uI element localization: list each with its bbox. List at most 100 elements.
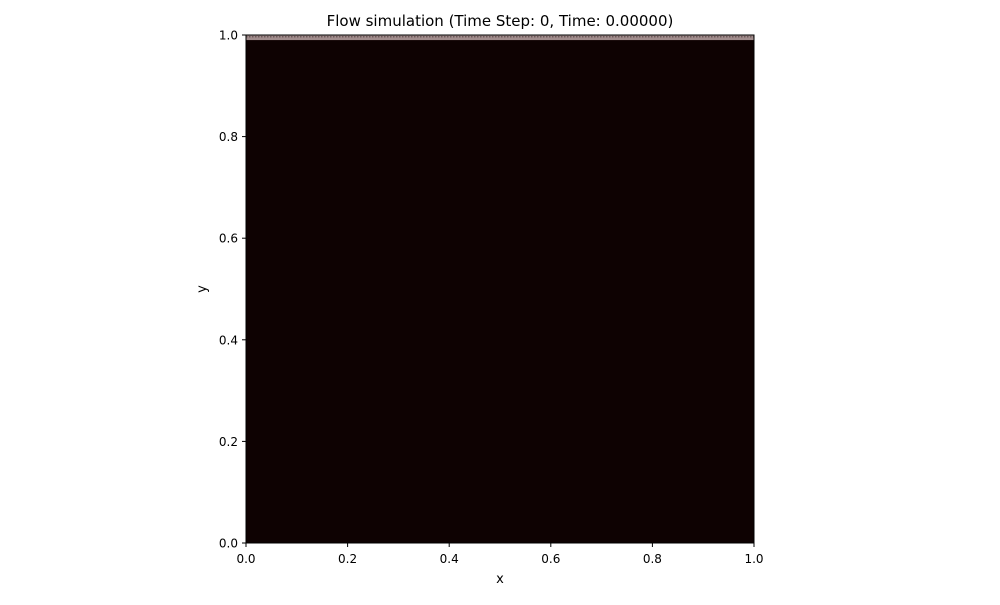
- band-cell: [714, 36, 716, 38]
- band-cell: [696, 36, 698, 38]
- band-cell: [690, 36, 692, 38]
- band-cell: [462, 36, 464, 38]
- x-tick-label: 0.6: [541, 552, 560, 566]
- band-cell: [750, 36, 752, 38]
- chart-title: Flow simulation (Time Step: 0, Time: 0.0…: [327, 12, 674, 30]
- band-cell: [459, 36, 461, 38]
- band-cell: [600, 36, 602, 38]
- band-cell: [246, 36, 248, 38]
- band-cell: [615, 36, 617, 38]
- band-cell: [357, 36, 359, 38]
- band-cell: [507, 36, 509, 38]
- band-cell: [300, 36, 302, 38]
- band-cell: [255, 36, 257, 38]
- band-cell: [513, 36, 515, 38]
- band-cell: [324, 36, 326, 38]
- band-cell: [552, 36, 554, 38]
- band-cell: [744, 36, 746, 38]
- y-tick-label: 1.0: [219, 29, 238, 43]
- band-cell: [591, 36, 593, 38]
- band-cell: [279, 36, 281, 38]
- band-cell: [423, 36, 425, 38]
- band-cell: [321, 36, 323, 38]
- band-cell: [672, 36, 674, 38]
- band-cell: [375, 36, 377, 38]
- band-cell: [648, 36, 650, 38]
- band-cell: [651, 36, 653, 38]
- band-cell: [294, 36, 296, 38]
- band-cell: [384, 36, 386, 38]
- band-cell: [537, 36, 539, 38]
- band-cell: [258, 36, 260, 38]
- band-cell: [594, 36, 596, 38]
- band-cell: [711, 36, 713, 38]
- band-cell: [339, 36, 341, 38]
- band-cell: [471, 36, 473, 38]
- band-cell: [543, 36, 545, 38]
- band-cell: [525, 36, 527, 38]
- band-cell: [444, 36, 446, 38]
- band-cell: [453, 36, 455, 38]
- band-cell: [303, 36, 305, 38]
- band-cell: [573, 36, 575, 38]
- band-cell: [351, 36, 353, 38]
- band-cell: [264, 36, 266, 38]
- band-cell: [678, 36, 680, 38]
- x-axis-ticks: 0.0 0.2 0.4 0.6 0.8 1.0: [236, 543, 764, 566]
- x-tick-label: 0.4: [440, 552, 459, 566]
- band-cell: [489, 36, 491, 38]
- band-cell: [273, 36, 275, 38]
- band-cell: [633, 36, 635, 38]
- band-cell: [426, 36, 428, 38]
- band-cell: [285, 36, 287, 38]
- band-cell: [402, 36, 404, 38]
- y-tick-label: 0.0: [219, 537, 238, 551]
- band-cell: [315, 36, 317, 38]
- band-cell: [438, 36, 440, 38]
- band-cell: [723, 36, 725, 38]
- band-cell: [621, 36, 623, 38]
- band-cell: [516, 36, 518, 38]
- band-cell: [456, 36, 458, 38]
- band-cell: [675, 36, 677, 38]
- y-axis-label: y: [195, 285, 210, 293]
- band-cell: [636, 36, 638, 38]
- band-cell: [297, 36, 299, 38]
- band-cell: [378, 36, 380, 38]
- band-cell: [336, 36, 338, 38]
- band-cell: [387, 36, 389, 38]
- band-cell: [330, 36, 332, 38]
- band-cell: [291, 36, 293, 38]
- band-cell: [468, 36, 470, 38]
- band-cell: [366, 36, 368, 38]
- band-cell: [558, 36, 560, 38]
- band-cell: [738, 36, 740, 38]
- band-cell: [495, 36, 497, 38]
- band-cell: [348, 36, 350, 38]
- band-cell: [474, 36, 476, 38]
- band-cell: [681, 36, 683, 38]
- band-cell: [627, 36, 629, 38]
- band-cell: [588, 36, 590, 38]
- band-cell: [399, 36, 401, 38]
- heatmap-field: [246, 35, 754, 543]
- band-cell: [429, 36, 431, 38]
- band-cell: [561, 36, 563, 38]
- band-cell: [405, 36, 407, 38]
- band-cell: [567, 36, 569, 38]
- band-cell: [699, 36, 701, 38]
- band-cell: [333, 36, 335, 38]
- band-cell: [267, 36, 269, 38]
- band-cell: [261, 36, 263, 38]
- band-cell: [720, 36, 722, 38]
- band-cell: [519, 36, 521, 38]
- band-cell: [270, 36, 272, 38]
- x-tick-label: 0.2: [338, 552, 357, 566]
- band-cell: [372, 36, 374, 38]
- band-cell: [546, 36, 548, 38]
- band-cell: [555, 36, 557, 38]
- band-cell: [729, 36, 731, 38]
- band-cell: [528, 36, 530, 38]
- band-cell: [624, 36, 626, 38]
